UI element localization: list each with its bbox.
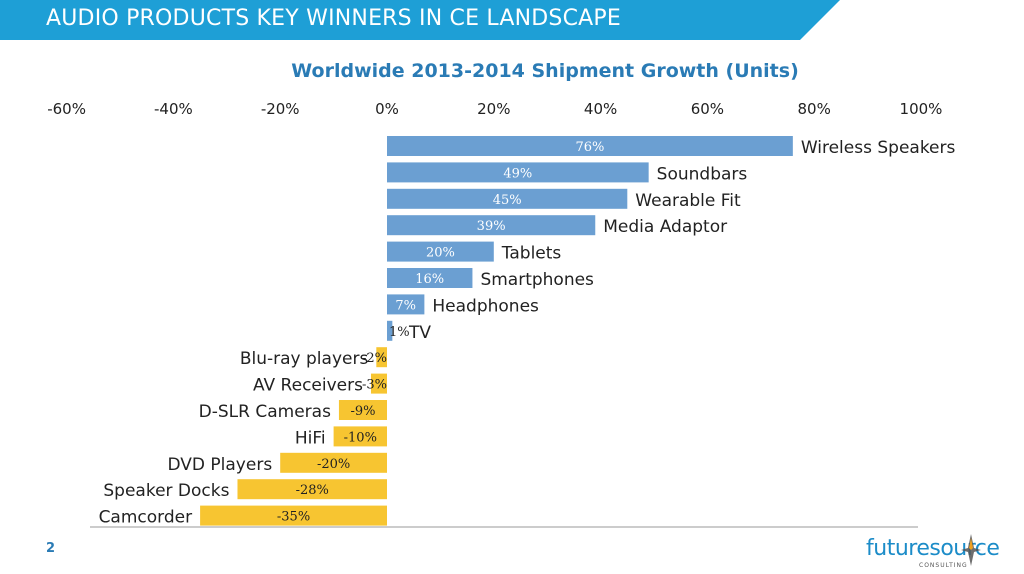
category-label: Media Adaptor — [603, 217, 727, 237]
category-label: Soundbars — [657, 164, 748, 184]
value-label: -2% — [362, 351, 387, 366]
value-label: 39% — [477, 219, 506, 234]
value-label: 16% — [415, 272, 444, 287]
x-tick-label: 80% — [798, 100, 831, 118]
value-label: 49% — [503, 166, 532, 181]
category-label: DVD Players — [168, 455, 273, 475]
value-label: -20% — [317, 457, 350, 472]
x-tick-label: 60% — [691, 100, 724, 118]
x-tick-label: -60% — [47, 100, 86, 118]
bar-hifi — [333, 426, 387, 447]
bar-blu-ray-players — [376, 347, 387, 368]
category-label: D-SLR Cameras — [199, 402, 331, 422]
category-labels: Wireless Speakers Soundbars Wearable Fit Me… — [99, 138, 956, 528]
bar-tv — [387, 320, 393, 341]
category-label: Tablets — [501, 244, 562, 264]
bar-smartphones — [387, 268, 473, 288]
x-tick-label: -20% — [261, 100, 300, 118]
x-tick-label: 20% — [477, 100, 510, 118]
bar-speaker-docks — [237, 479, 387, 500]
x-tick-label: 0% — [375, 100, 399, 118]
category-label: Wireless Speakers — [801, 138, 956, 158]
category-label: Headphones — [432, 296, 539, 316]
value-label: -10% — [344, 430, 377, 445]
star-icon — [961, 534, 981, 566]
bars — [200, 136, 793, 526]
bar-wearable-fit — [387, 188, 628, 209]
category-label: AV Receivers — [253, 376, 363, 396]
value-label: 1% — [389, 325, 410, 340]
bar-camcorder — [200, 505, 387, 526]
category-label: HiFi — [295, 428, 326, 448]
value-label: 76% — [575, 140, 604, 155]
bar-headphones — [387, 294, 425, 315]
category-label: Wearable Fit — [635, 191, 741, 211]
value-label: -9% — [350, 404, 375, 419]
chart-title: Worldwide 2013-2014 Shipment Growth (Uni… — [291, 60, 799, 82]
bar-media-adaptor — [387, 215, 596, 236]
category-label: Smartphones — [480, 270, 594, 290]
x-tick-label: -40% — [154, 100, 193, 118]
category-label: TV — [408, 323, 431, 343]
category-label: Speaker Docks — [103, 481, 229, 501]
x-tick-label: 100% — [900, 100, 943, 118]
value-label: 20% — [426, 246, 455, 261]
value-label: -3% — [362, 378, 387, 393]
bar-tablets — [387, 241, 494, 262]
value-label: 45% — [493, 193, 522, 208]
value-labels: 76% 49% 45% 39% 20% 16% 7% 1%-2% -3% -9% -10% -20% -… — [277, 140, 604, 525]
x-tick-label: 40% — [584, 100, 617, 118]
logo-subtext: CONSULTING — [919, 562, 968, 569]
company-logo: futuresource CONSULTING — [866, 534, 1022, 572]
slide-title: AUDIO PRODUCTS KEY WINNERS IN CE LANDSCA… — [46, 6, 621, 31]
page-number: 2 — [46, 541, 56, 556]
x-axis-ticks: -60% -40% -20% 0% 20% 40% 60% 80% 100% — [47, 100, 942, 118]
value-label: 7% — [395, 298, 416, 313]
value-label: -35% — [277, 510, 310, 525]
category-label: Blu-ray players — [240, 349, 369, 369]
value-label: -28% — [296, 483, 329, 498]
bar-soundbars — [387, 162, 649, 183]
bar-wireless-speakers — [387, 136, 793, 156]
category-label: Camcorder — [99, 508, 193, 528]
bar-dvd-players — [280, 452, 387, 473]
header-banner — [0, 0, 840, 40]
logo-text: futuresource — [866, 536, 1000, 561]
bar-av-receivers — [370, 373, 387, 394]
bar-d-slr-cameras — [338, 400, 387, 420]
